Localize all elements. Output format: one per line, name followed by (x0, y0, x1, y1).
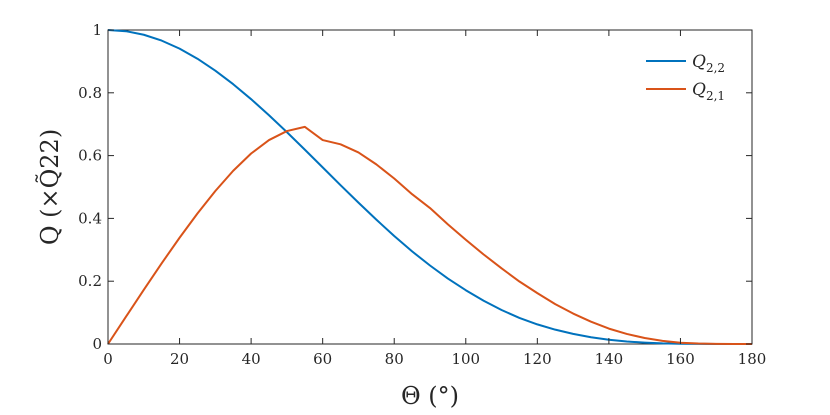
y-tick-label: 0.8 (78, 84, 102, 102)
x-tick-label: 0 (103, 350, 113, 368)
axes-frame (107, 29, 753, 345)
y-tick-label: 0 (92, 335, 102, 353)
y-tick-label: 1 (92, 21, 102, 39)
series-layer (107, 29, 752, 345)
x-tick-label: 60 (313, 350, 332, 368)
legend-label: Q2,1 (692, 80, 725, 103)
x-tick-label: 40 (242, 350, 261, 368)
x-tick-label: 100 (451, 350, 480, 368)
plot-box (107, 29, 753, 345)
y-tick-label: 0.6 (78, 147, 102, 165)
x-tick-label: 80 (385, 350, 404, 368)
series-line-q22 (107, 29, 752, 345)
x-axis-label: Θ (°) (401, 382, 459, 410)
x-tick-label: 180 (738, 350, 767, 368)
y-axis-label: Q (×Q̃22) (36, 129, 64, 245)
series-line-q21 (107, 125, 752, 345)
x-tick-label: 20 (170, 350, 189, 368)
x-tick-label: 140 (595, 350, 624, 368)
y-tick-label: 0.4 (78, 209, 102, 227)
x-tick-label: 160 (666, 350, 695, 368)
legend-label: Q2,2 (692, 52, 725, 75)
legend: Q2,2 Q2,1 (646, 52, 725, 103)
x-tick-label: 120 (523, 350, 552, 368)
ticks-layer: 0 20 40 60 80 100 120 140 160 180 0 0.2 0.4 0.6 0.8 1 (78, 21, 766, 368)
y-tick-label: 0.2 (78, 272, 102, 290)
